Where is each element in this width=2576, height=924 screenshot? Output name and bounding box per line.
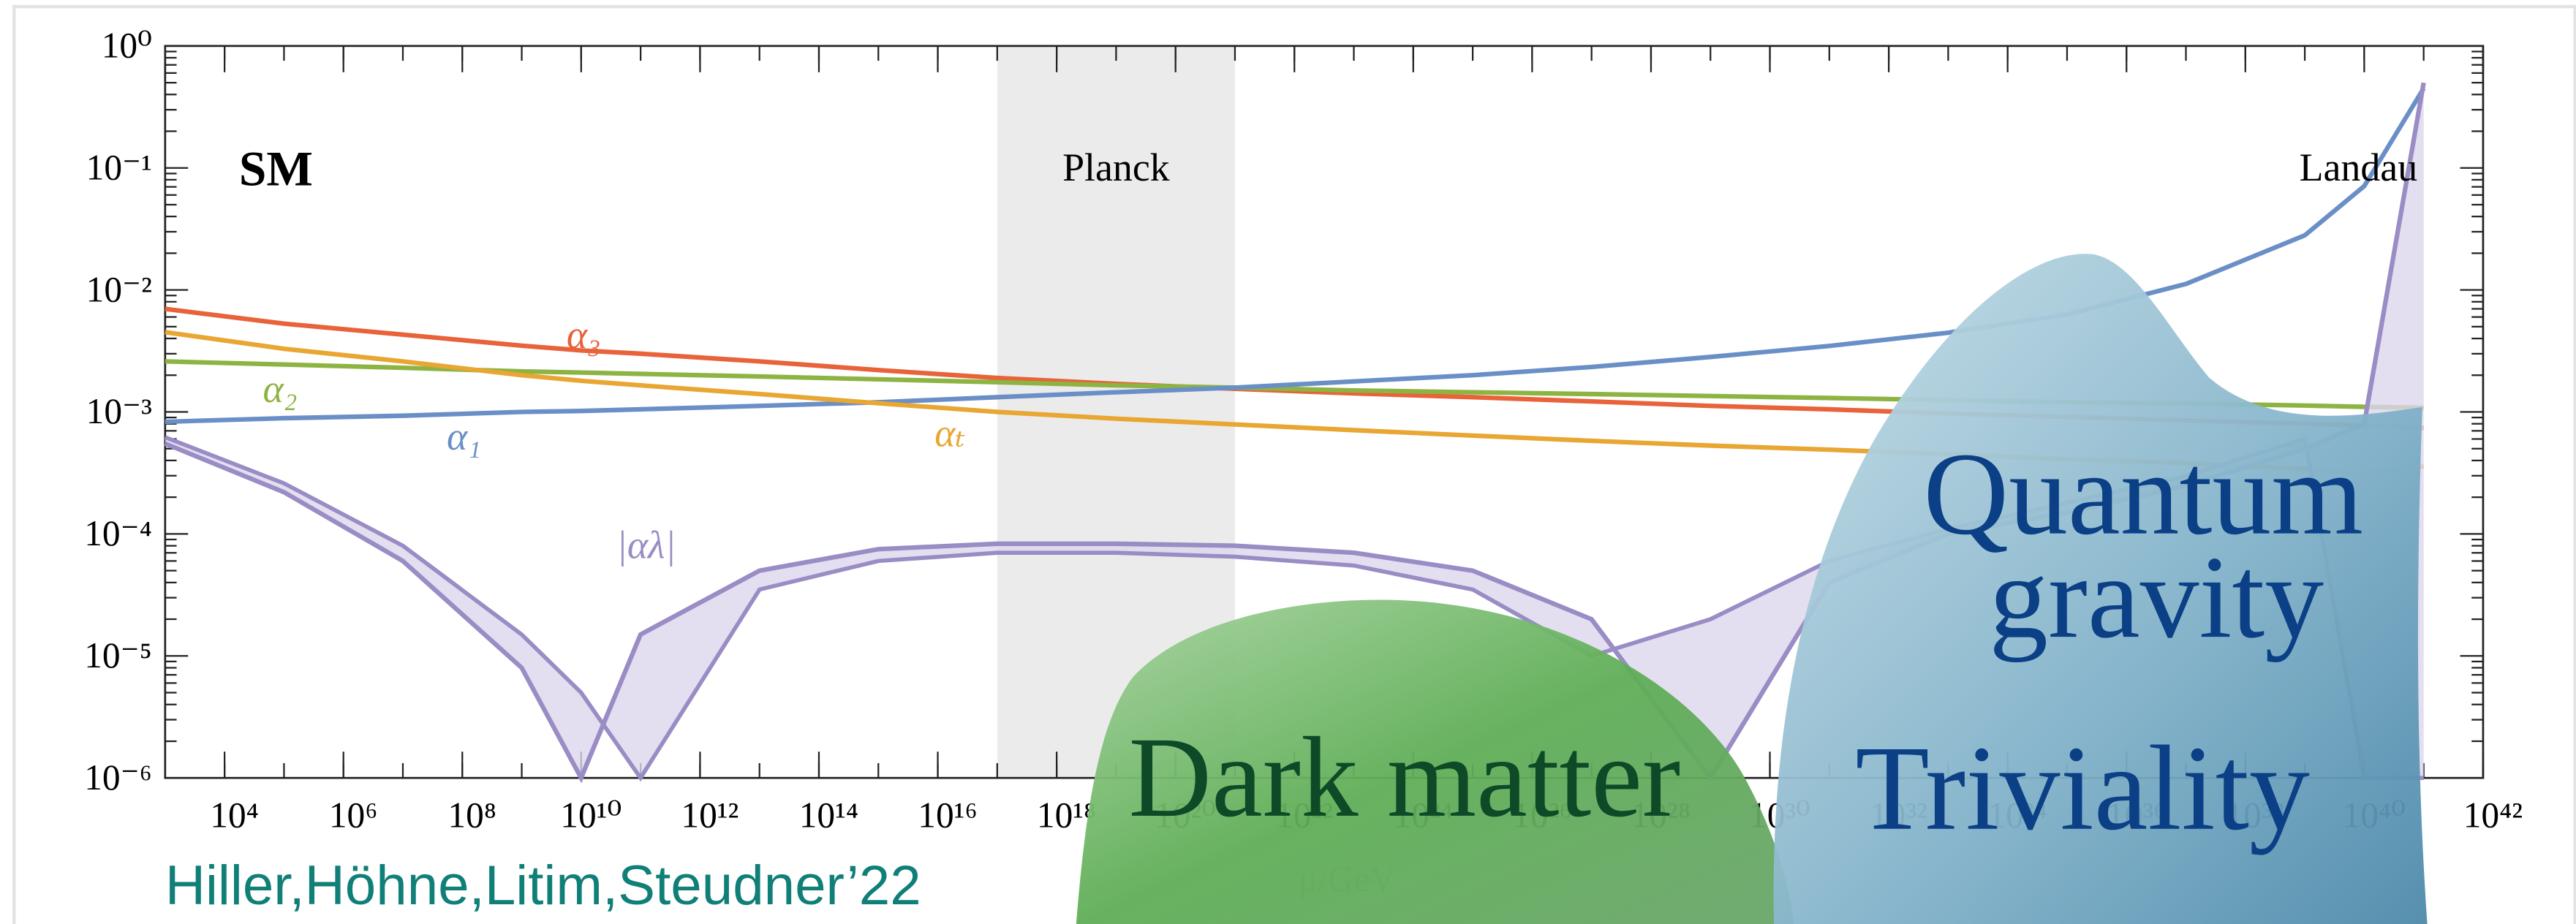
page: Planck 10⁻⁶ 10⁻⁵ 10⁻⁴ 10⁻³ 10⁻² 10⁻¹ 10⁰ 10⁴ 10⁶ 1…: [0, 0, 2576, 924]
x-tick-label: 10⁸: [447, 795, 496, 836]
x-tick-label: 10¹⁰: [560, 795, 622, 836]
x-tick-label: 10⁴²: [2463, 795, 2523, 836]
y-tick-label: 10⁻¹: [86, 147, 152, 187]
series-label: α₂: [262, 367, 297, 411]
y-tick-label: 10⁻⁵: [84, 635, 152, 675]
bubble-label: Dark matter: [1129, 713, 1681, 841]
y-tick-label: 10⁻⁶: [84, 757, 152, 798]
series-label: α₁: [447, 414, 481, 458]
bubble-label: gravity: [1989, 531, 2324, 662]
bubble-label: Triviality: [1855, 721, 2310, 855]
series-label: α₃: [567, 313, 601, 357]
x-tick-label: 10¹²: [681, 795, 739, 836]
series-label: |αλ|: [616, 523, 676, 567]
citation: Hiller,Höhne,Litim,Steudner’22: [165, 855, 921, 917]
x-tick-label: 10⁶: [329, 795, 378, 836]
y-tick-label: 10⁰: [102, 26, 152, 66]
y-tick-label: 10⁻³: [86, 391, 152, 431]
region-label: Planck: [1062, 145, 1170, 189]
x-tick-label: 10⁴: [210, 795, 259, 836]
x-tick-label: 10¹⁶: [918, 795, 977, 836]
y-tick-label: 10⁻²: [86, 269, 152, 309]
x-tick-label: 10¹⁴: [799, 795, 858, 836]
annotation: SM: [239, 142, 313, 197]
overlay: Dark matter Quantum gravity Triviality H…: [165, 254, 2428, 924]
annotation: Landau: [2300, 145, 2418, 189]
series-label: αₜ: [934, 412, 965, 455]
slide: Planck 10⁻⁶ 10⁻⁵ 10⁻⁴ 10⁻³ 10⁻² 10⁻¹ 10⁰ 10⁴ 10⁶ 1…: [0, 0, 2576, 924]
y-tick-label: 10⁻⁴: [84, 513, 152, 553]
